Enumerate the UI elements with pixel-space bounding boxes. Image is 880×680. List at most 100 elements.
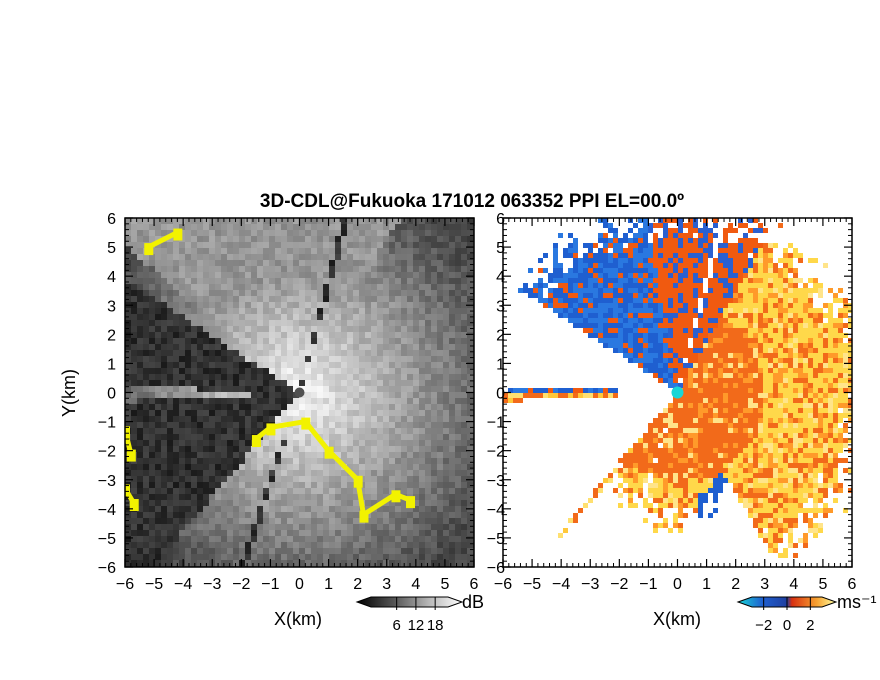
snr-pixel (137, 230, 143, 236)
snr-pixel (245, 362, 251, 368)
snr-pixel (311, 290, 317, 296)
velocity-pixel (633, 323, 638, 328)
velocity-pixel (768, 243, 773, 248)
velocity-pixel (653, 258, 658, 263)
velocity-pixel (773, 283, 778, 288)
snr-pixel (437, 224, 443, 230)
snr-pixel (191, 488, 197, 494)
snr-pixel (149, 542, 155, 548)
snr-pixel (167, 308, 173, 314)
snr-pixel (185, 248, 191, 254)
snr-pixel (449, 272, 455, 278)
velocity-pixel (618, 333, 623, 338)
velocity-pixel (703, 238, 708, 243)
snr-pixel (299, 344, 305, 350)
snr-pixel (299, 374, 305, 380)
velocity-pixel (758, 268, 763, 273)
snr-pixel (347, 230, 353, 236)
snr-pixel (155, 224, 161, 230)
snr-pixel (395, 368, 401, 374)
velocity-pixel (768, 313, 773, 318)
snr-pixel (263, 398, 269, 404)
snr-pixel (419, 260, 425, 266)
velocity-pixel (778, 318, 783, 323)
velocity-pixel (793, 308, 798, 313)
snr-pixel (215, 236, 221, 242)
snr-pixel (371, 542, 377, 548)
snr-pixel (323, 506, 329, 512)
snr-pixel (299, 278, 305, 284)
velocity-pixel (613, 333, 618, 338)
velocity-pixel (608, 258, 613, 263)
velocity-pixel (798, 303, 803, 308)
snr-pixel (191, 326, 197, 332)
snr-pixel (263, 356, 269, 362)
snr-pixel (269, 230, 275, 236)
snr-pixel (203, 542, 209, 548)
snr-pixel (443, 470, 449, 476)
snr-pixel (131, 512, 137, 518)
snr-pixel (401, 350, 407, 356)
snr-pixel (173, 554, 179, 560)
snr-pixel (425, 266, 431, 272)
velocity-pixel (633, 333, 638, 338)
snr-pixel (149, 308, 155, 314)
snr-pixel (335, 302, 341, 308)
snr-pixel (413, 320, 419, 326)
snr-pixel (173, 326, 179, 332)
snr-pixel (179, 260, 185, 266)
velocity-pixel (713, 233, 718, 238)
snr-pixel (455, 542, 461, 548)
snr-pixel (353, 422, 359, 428)
snr-pixel (233, 374, 239, 380)
snr-pixel (359, 242, 365, 248)
snr-pixel (275, 230, 281, 236)
snr-pixel (311, 314, 317, 320)
velocity-pixel (728, 313, 733, 318)
snr-pixel (359, 296, 365, 302)
snr-pixel (425, 446, 431, 452)
snr-pixel (263, 320, 269, 326)
snr-pixel (251, 446, 257, 452)
velocity-pixel (593, 243, 598, 248)
snr-pixel (275, 524, 281, 530)
snr-pixel (341, 488, 347, 494)
velocity-pixel (613, 263, 618, 268)
snr-pixel (197, 338, 203, 344)
snr-pixel (443, 308, 449, 314)
snr-pixel (383, 446, 389, 452)
velocity-pixel (778, 308, 783, 313)
snr-pixel (161, 452, 167, 458)
snr-pixel (299, 536, 305, 542)
snr-pixel (467, 428, 473, 434)
velocity-pixel (628, 343, 633, 348)
snr-pixel (371, 296, 377, 302)
snr-pixel (377, 260, 383, 266)
snr-pixel (245, 560, 251, 566)
snr-pixel (365, 440, 371, 446)
velocity-pixel (638, 243, 643, 248)
snr-pixel (371, 224, 377, 230)
snr-pixel (275, 434, 281, 440)
snr-pixel (407, 440, 413, 446)
snr-pixel (239, 494, 245, 500)
snr-pixel (305, 332, 311, 338)
snr-pixel (173, 398, 179, 404)
velocity-pixel (723, 243, 728, 248)
snr-pixel (251, 230, 257, 236)
velocity-pixel (673, 268, 678, 273)
velocity-pixel (838, 313, 843, 318)
snr-pixel (425, 284, 431, 290)
snr-pixel (167, 380, 173, 386)
velocity-pixel (673, 228, 678, 233)
snr-pixel (245, 548, 251, 554)
velocity-pixel (743, 248, 748, 253)
snr-pixel (257, 278, 263, 284)
y-tick-label: 2 (107, 327, 116, 344)
velocity-pixel (598, 288, 603, 293)
snr-pixel (281, 476, 287, 482)
velocity-pixel (748, 263, 753, 268)
velocity-pixel (683, 338, 688, 343)
velocity-pixel (558, 273, 563, 278)
velocity-pixel (628, 283, 633, 288)
